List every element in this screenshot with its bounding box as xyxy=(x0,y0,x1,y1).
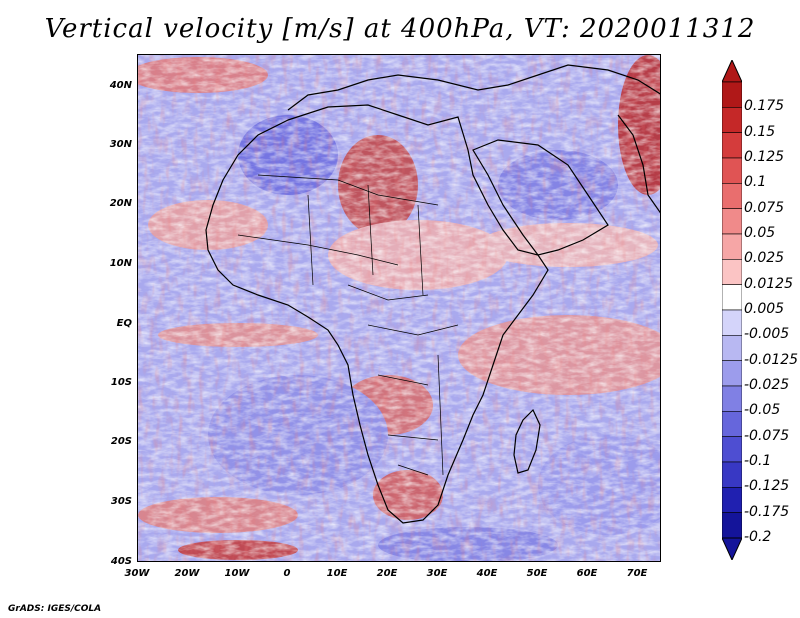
lon-label-0: 0 xyxy=(283,568,291,579)
colorbar-swatch xyxy=(722,284,742,311)
colorbar-swatch xyxy=(722,512,742,539)
colorbar-label: -0.075 xyxy=(744,427,790,444)
colorbar-label: -0.0125 xyxy=(744,351,799,368)
colorbar-label: 0.075 xyxy=(744,199,785,216)
colorbar-label: 0.125 xyxy=(744,149,785,165)
lat-label-30n: 30N xyxy=(109,139,132,150)
map-panel[interactable] xyxy=(137,54,661,562)
colorbar-swatch xyxy=(722,487,742,513)
colorbar-swatch xyxy=(722,107,742,133)
colorbar-swatch xyxy=(722,360,742,387)
coastlines xyxy=(205,64,660,524)
colorbar xyxy=(722,60,742,560)
lat-label-10n: 10N xyxy=(109,258,132,269)
colorbar-label: 0.05 xyxy=(744,225,776,241)
lat-label-20s: 20S xyxy=(110,436,132,447)
lat-label-20n: 20N xyxy=(109,198,132,209)
colorbar-swatch xyxy=(722,259,742,285)
lon-label-20w: 20W xyxy=(174,568,200,579)
colorbar-swatch xyxy=(722,208,742,235)
india-coastline xyxy=(617,114,660,214)
vertical-velocity-field xyxy=(138,55,660,561)
colorbar-swatch xyxy=(722,461,742,488)
africa-coastline xyxy=(205,104,549,524)
colorbar-swatch xyxy=(722,132,742,159)
colorbar-swatch xyxy=(722,436,742,463)
colorbar-label: -0.2 xyxy=(744,529,772,545)
lon-label-40e: 40E xyxy=(476,568,498,579)
colorbar-label: -0.175 xyxy=(744,503,790,520)
lon-label-70e: 70E xyxy=(626,568,648,579)
colorbar-swatch xyxy=(722,335,742,361)
lon-label-50e: 50E xyxy=(526,568,548,579)
colorbar-label: 0.025 xyxy=(744,250,785,267)
colorbar-label: -0.05 xyxy=(744,402,781,419)
field-texture-red xyxy=(138,55,660,561)
europe-coastline xyxy=(287,64,660,111)
lon-label-60e: 60E xyxy=(576,568,598,579)
colorbar-label: 0.175 xyxy=(744,98,785,115)
colorbar-label: 0.15 xyxy=(744,123,776,140)
lon-label-10w: 10W xyxy=(224,568,250,579)
lat-label-40s: 40S xyxy=(110,556,132,567)
border-lines xyxy=(237,174,459,476)
colorbar-min-arrow xyxy=(722,537,742,560)
map-title: Vertical velocity [m/s] at 400hPa, VT: 2… xyxy=(44,14,756,44)
lon-label-30e: 30E xyxy=(426,568,448,579)
colorbar-label: -0.1 xyxy=(744,453,772,469)
lat-label-40n: 40N xyxy=(109,80,132,91)
colorbar-swatch xyxy=(722,309,742,336)
colorbar-swatch xyxy=(722,233,742,260)
colorbar-swatch xyxy=(722,411,742,437)
madagascar-coastline xyxy=(513,408,541,474)
lat-label-30s: 30S xyxy=(110,496,132,507)
lon-label-20e: 20E xyxy=(376,568,398,579)
colorbar-label: -0.005 xyxy=(744,326,790,343)
colorbar-swatch xyxy=(722,157,742,184)
colorbar-swatch xyxy=(722,81,742,108)
lon-label-30w: 30W xyxy=(124,568,150,579)
arabia-coastline xyxy=(472,139,609,256)
colorbar-label: 0.005 xyxy=(744,301,785,317)
lat-label-eq: EQ xyxy=(116,318,132,329)
colorbar-label: 0.0125 xyxy=(744,275,793,292)
colorbar-label: -0.025 xyxy=(744,377,790,393)
credit-text: GrADS: IGES/COLA xyxy=(8,604,102,614)
colorbar-swatch xyxy=(722,183,742,209)
lon-label-10e: 10E xyxy=(326,568,348,579)
colorbar-label: -0.125 xyxy=(744,478,790,495)
colorbar-swatch xyxy=(722,385,742,412)
lat-label-10s: 10S xyxy=(110,377,132,388)
colorbar-label: 0.1 xyxy=(744,174,767,191)
colorbar-max-arrow xyxy=(722,60,742,83)
